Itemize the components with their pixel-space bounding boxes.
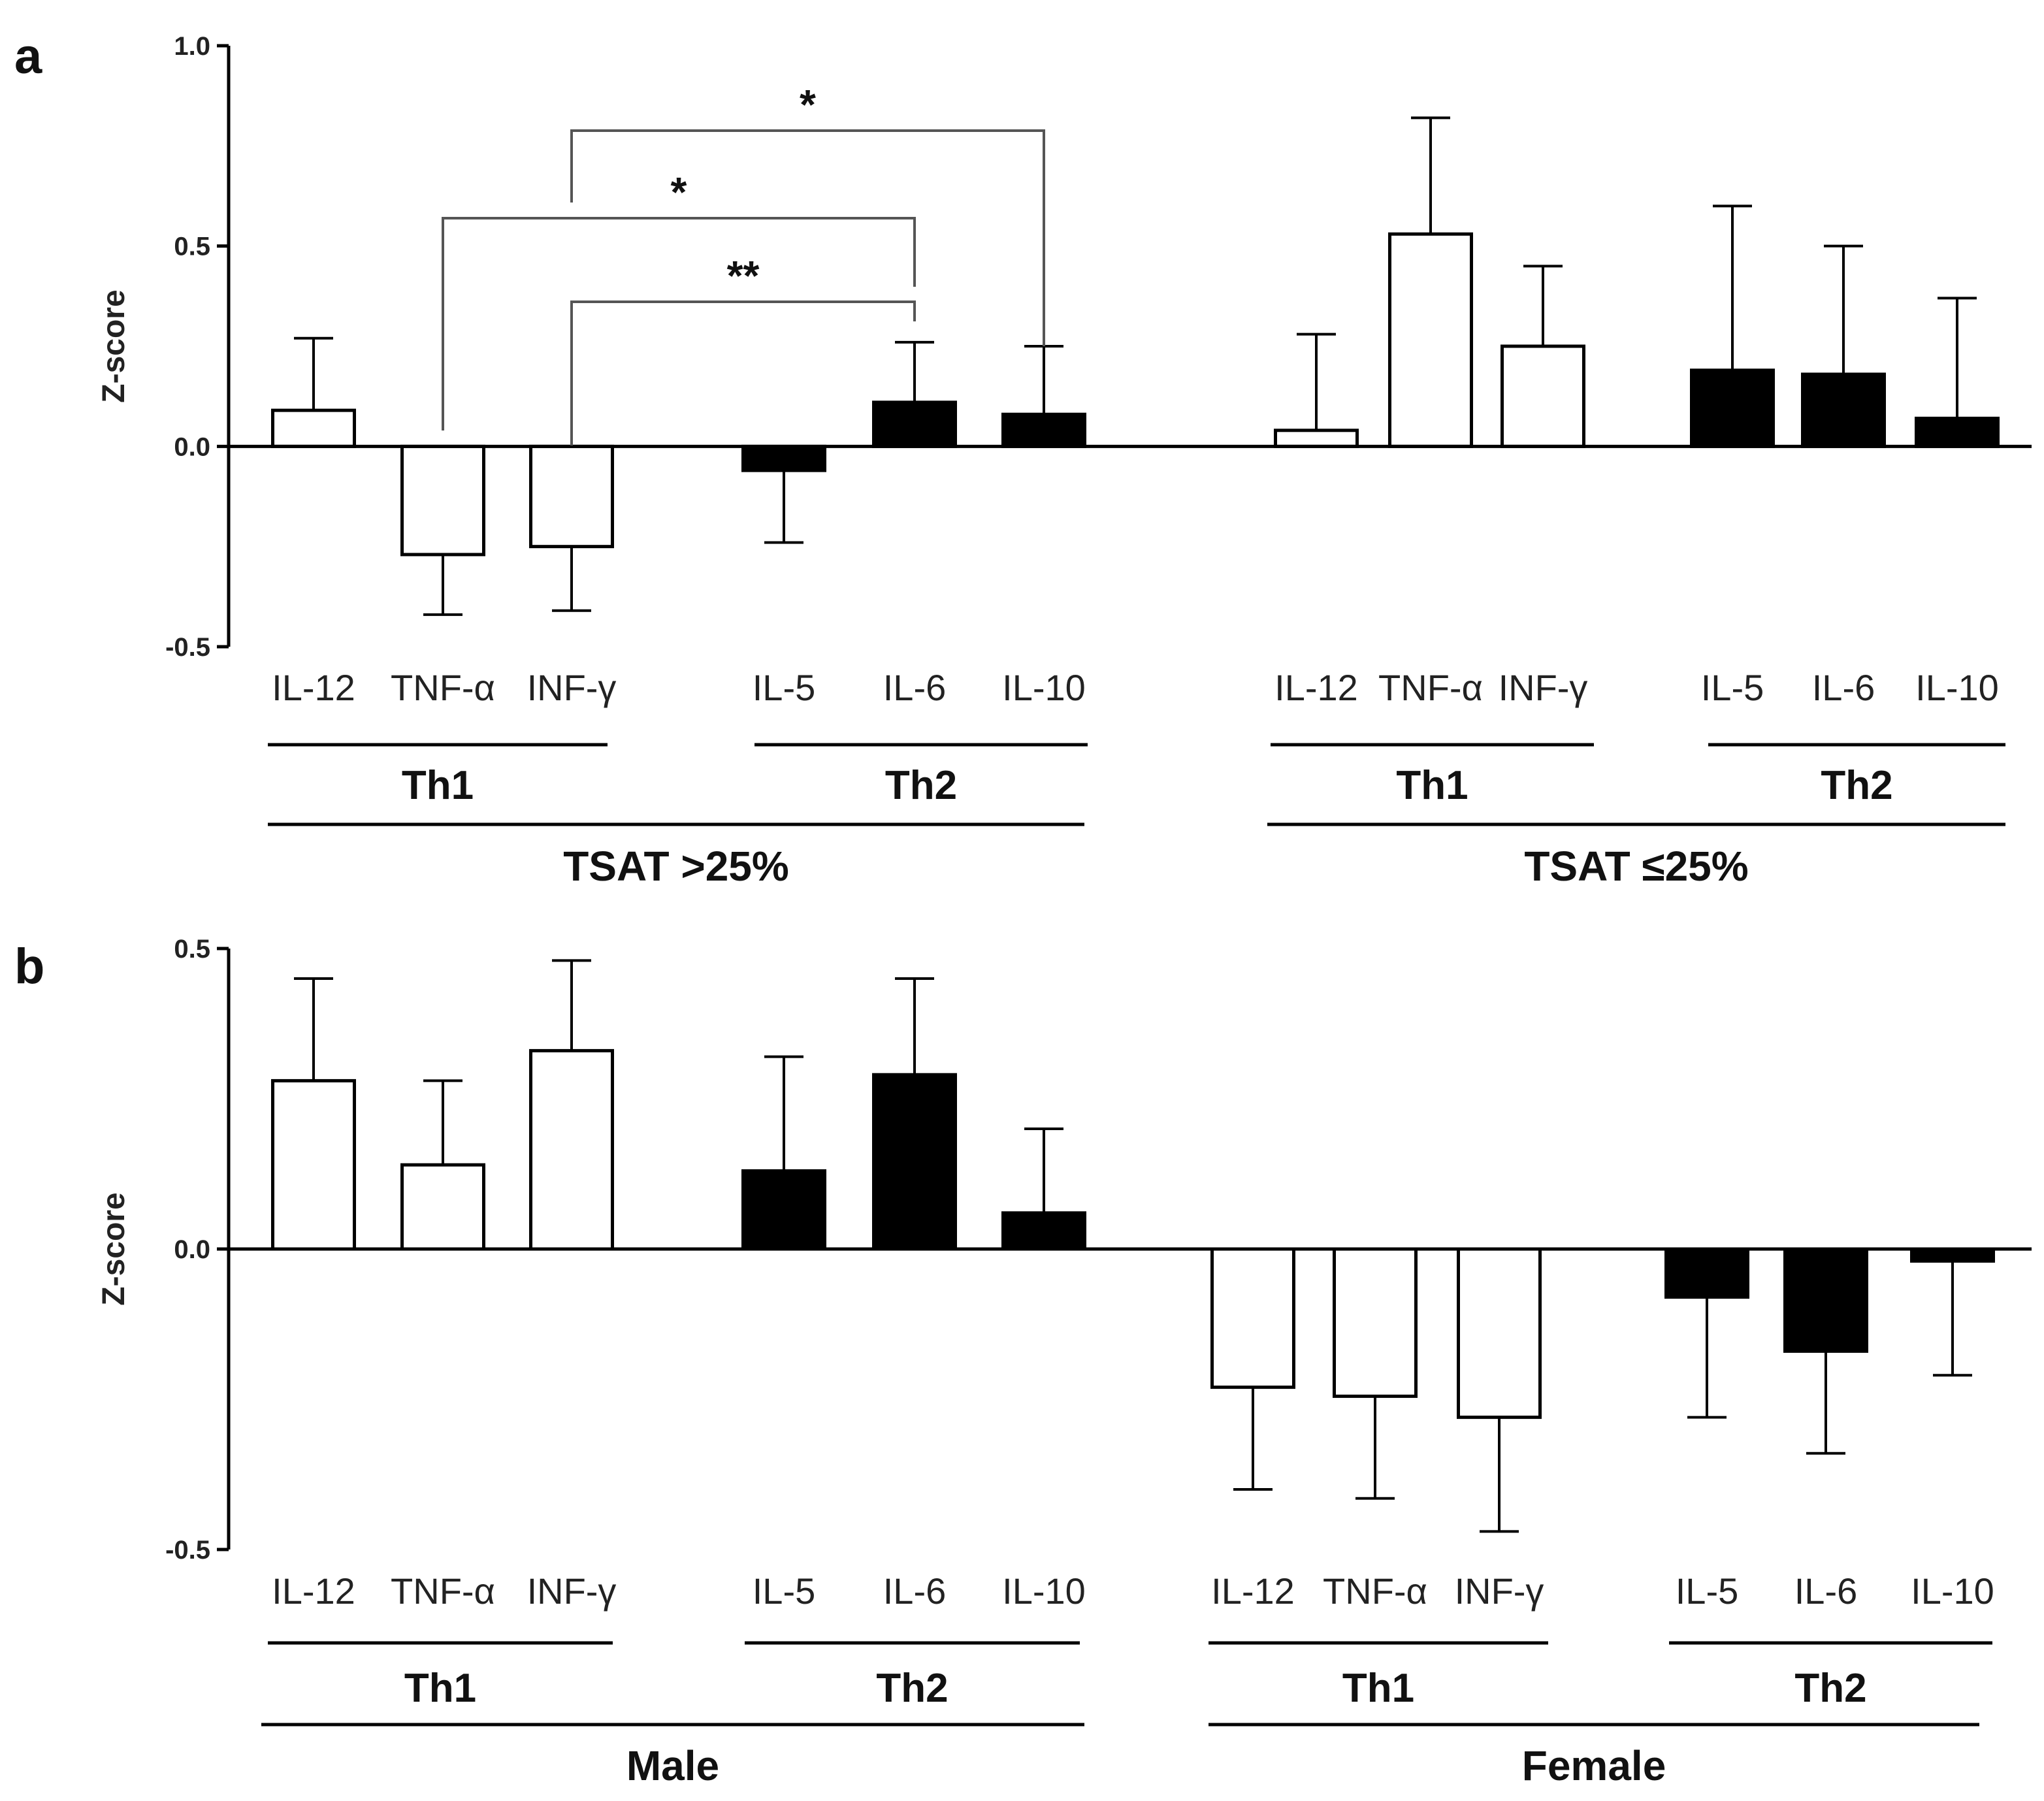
category-label: IL-10: [1002, 1570, 1086, 1612]
bar: [1457, 1247, 1542, 1420]
bar: [1664, 1247, 1749, 1299]
bar: [1690, 368, 1775, 448]
subgroup-label: Th1: [402, 763, 474, 808]
category-label: TNF-α: [1378, 667, 1483, 708]
bar: [271, 408, 356, 448]
category-label: IL-5: [1701, 667, 1764, 708]
subgroup-label: Th2: [876, 1666, 948, 1711]
category-label: IL-6: [1794, 1570, 1858, 1612]
category-label: IL-5: [753, 667, 816, 708]
bar: [529, 1048, 614, 1251]
y-tick-label: 0.0: [174, 432, 210, 461]
bar: [271, 1079, 356, 1251]
category-label: TNF-α: [391, 667, 495, 708]
significance-bracket: [442, 217, 916, 430]
category-label: IL-10: [1002, 667, 1086, 708]
significance-bracket: [570, 129, 1045, 346]
category-label: IL-6: [1812, 667, 1875, 708]
category-label: INF-γ: [1499, 667, 1588, 708]
category-label: IL-12: [272, 1570, 355, 1612]
category-label: INF-γ: [527, 667, 617, 708]
bar: [1001, 412, 1086, 448]
category-label: TNF-α: [391, 1570, 495, 1612]
bar: [1001, 1211, 1086, 1251]
subgroup-label: Th1: [404, 1666, 476, 1711]
category-label: INF-γ: [527, 1570, 617, 1612]
bar: [1915, 416, 2000, 448]
group-label: TSAT ≤25%: [1524, 843, 1748, 890]
bar: [1783, 1247, 1868, 1353]
bar: [529, 444, 614, 549]
category-label: TNF-α: [1323, 1570, 1427, 1612]
group-label: TSAT >25%: [563, 843, 789, 890]
y-tick-label: 0.5: [174, 935, 210, 964]
bar: [741, 444, 826, 472]
category-label: INF-γ: [1455, 1570, 1544, 1612]
bar: [1910, 1247, 1995, 1263]
subgroup-label: Th2: [1821, 763, 1892, 808]
group-label: Male: [626, 1742, 719, 1789]
category-label: IL-6: [883, 1570, 947, 1612]
category-label: IL-5: [1676, 1570, 1739, 1612]
bar: [1388, 232, 1473, 448]
y-tick-label: 0.0: [174, 1235, 210, 1264]
significance-bracket: [570, 300, 916, 446]
y-tick-label: 0.5: [174, 233, 210, 261]
bar: [400, 1163, 485, 1251]
group-label: Female: [1522, 1742, 1666, 1789]
category-label: IL-5: [753, 1570, 816, 1612]
category-label: IL-12: [272, 667, 355, 708]
category-label: IL-10: [1915, 667, 1999, 708]
y-tick-label: -0.5: [165, 633, 210, 662]
category-label: IL-10: [1911, 1570, 1994, 1612]
subgroup-label: Th2: [1794, 1666, 1866, 1711]
y-axis-label: Z-score: [97, 1192, 131, 1305]
significance-label: *: [800, 81, 816, 128]
significance-label: **: [727, 252, 760, 299]
y-tick-label: 1.0: [174, 32, 210, 61]
bar: [1801, 372, 1886, 448]
panel-a-chart: 1.0 0.5 0.0 -0.5 Z-score IL-12 TNF-α INF-γ Th1 IL…: [97, 32, 2032, 890]
bar: [741, 1169, 826, 1251]
bar: [1210, 1247, 1295, 1389]
y-tick-label: -0.5: [165, 1536, 210, 1565]
panel-label-b: b: [14, 939, 44, 994]
subgroup-label: Th1: [1342, 1666, 1414, 1711]
bar: [872, 1073, 957, 1251]
category-label: IL-12: [1274, 667, 1358, 708]
bar: [872, 400, 957, 448]
significance-label: *: [671, 169, 687, 216]
subgroup-label: Th2: [885, 763, 957, 808]
panel-b-chart: 0.5 0.0 -0.5 Z-score IL-12 TNF-α INF-γ Th1 IL-5 I…: [97, 935, 2032, 1789]
y-axis-label: Z-score: [97, 289, 131, 402]
bar: [400, 444, 485, 557]
bar: [1274, 429, 1359, 448]
panel-label-a: a: [14, 29, 42, 84]
bar: [1501, 344, 1585, 448]
bar: [1333, 1247, 1418, 1398]
category-label: IL-6: [883, 667, 947, 708]
category-label: IL-12: [1211, 1570, 1295, 1612]
subgroup-label: Th1: [1396, 763, 1468, 808]
